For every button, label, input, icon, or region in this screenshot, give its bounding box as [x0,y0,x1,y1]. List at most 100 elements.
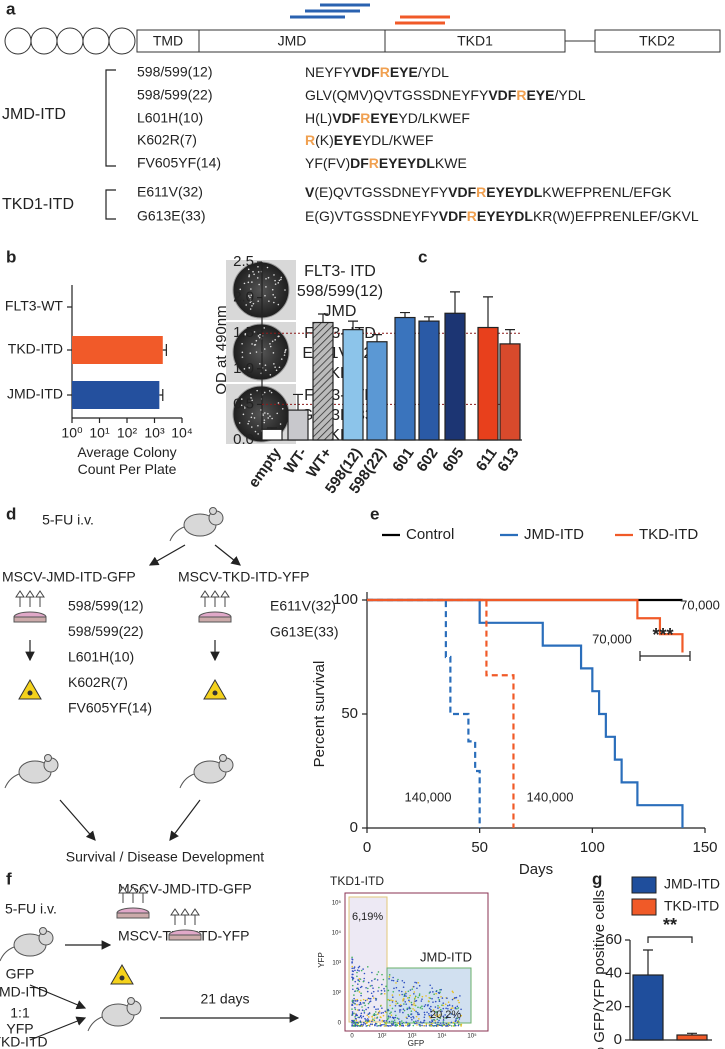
colony [275,369,278,372]
flow-event [444,1017,447,1019]
flow-event [456,1007,458,1010]
flow-event [375,1013,377,1016]
flow-event [446,1024,449,1027]
flow-event [399,1011,401,1013]
error-bar [424,316,434,322]
y-tick-label: 1.0 [233,360,254,377]
flow-event [384,1021,386,1024]
gate-label: 20,2% [430,1009,461,1021]
flow-event [391,1020,393,1023]
flow-event [439,1017,441,1020]
colony [239,288,242,291]
radiation-icon [18,679,42,700]
flow-event [406,1007,409,1010]
virus-head [128,886,138,894]
flow-event [413,1004,416,1006]
flow-event [441,997,444,999]
sequence-segment: YD/LKWEF [398,110,470,126]
flow-event [392,976,394,979]
x-axis-label: Days [519,861,553,878]
flow-event [401,1022,404,1025]
colony [250,288,252,290]
colony [276,412,279,415]
mutant-name: 598/599(22) [68,623,144,639]
flow-event [378,1012,380,1014]
flow-event [391,1007,394,1010]
mouse-tail [179,773,195,789]
flow-event [356,1021,359,1024]
y-tick-label: 100 [333,591,358,608]
flow-event [361,1025,363,1027]
flow-event [394,1021,396,1024]
mouse-tail [0,946,15,962]
sequence: GLV(QMV)QVTGSSDNEYFYVDFREYE/YDL [305,87,586,103]
flow-event [359,1020,362,1023]
colony [283,354,286,356]
colony [250,393,252,396]
sequence-segment: VDF [439,208,467,224]
sequence-segment: EYE [334,132,362,148]
flow-event [377,990,379,992]
flow-event [390,999,392,1001]
flow-event [379,1005,382,1007]
flow-event [417,996,419,999]
flow-event [354,1006,356,1009]
flow-event [409,989,412,991]
treatment: 5-FU i.v. [42,512,94,528]
flow-event [433,1014,436,1016]
flow-event [423,1016,426,1019]
colony [279,423,282,425]
flow-event [438,1000,441,1002]
sequence-segment: YDL/KWEF [362,132,434,148]
colony [263,348,266,350]
sequence-segment: EYE [390,64,418,80]
flow-event [367,1006,370,1009]
flow-event [351,1011,354,1013]
flow-event [401,979,404,982]
mutant-name: 598/599(22) [137,87,213,103]
mutant-name: E611V(32) [137,184,203,200]
flow-event [437,1025,439,1027]
domain-label: JMD [278,33,307,49]
flow-event [418,1013,420,1016]
survival-curve [367,598,684,828]
flow-event [389,1016,392,1018]
flow-event [415,1022,418,1024]
flow-xtick: 0 [350,1034,354,1040]
flow-event [423,1013,426,1016]
flow-event [387,998,390,1001]
flow-event [387,1008,389,1011]
legend-swatch [631,898,657,916]
colony [271,288,274,291]
colony [248,367,251,369]
dish-wall [168,934,202,941]
flow-event [419,1021,422,1023]
flow-event [434,1022,437,1024]
bar [312,321,334,441]
flow-event [417,1013,419,1016]
colony [241,351,244,354]
flow-event [423,1005,426,1008]
colony [278,366,281,369]
flow-event [354,1008,357,1011]
flow-event [368,1001,371,1003]
flow-event [359,978,362,980]
flow-event [357,988,360,991]
flow-ytick: 10⁴ [332,930,342,937]
mutant-name: FV605YF(14) [137,155,221,171]
flow-event [376,1016,379,1019]
bar [72,381,160,409]
mutant-name: L601H(10) [68,649,134,665]
flow-event [430,1016,433,1019]
flow-event [432,1001,434,1003]
flow-event [411,1018,413,1021]
error-bar [318,313,328,323]
sequence-segment: E(G)VTGSSDNEYFY [305,208,439,224]
colony [273,363,275,365]
flow-event [452,1007,454,1009]
colony [251,399,253,401]
flow-event [425,1023,428,1026]
annotation: 70,000 [680,597,720,612]
flow-event [385,985,387,988]
colony [264,364,267,367]
